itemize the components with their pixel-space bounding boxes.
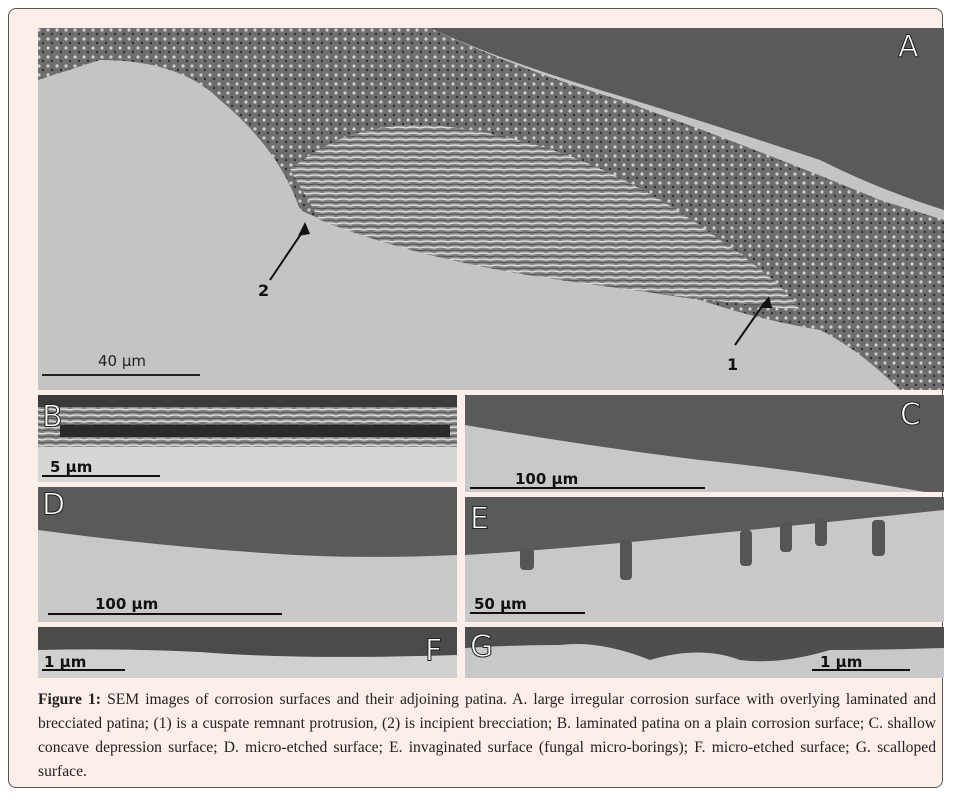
figure-caption: Figure 1: SEM images of corrosion surfac… (38, 688, 936, 784)
panel-c: 100 μm C (465, 395, 944, 492)
caption-label: Figure 1: (38, 691, 101, 708)
caption-text: SEM images of corrosion surfaces and the… (38, 691, 936, 780)
panel-g: 1 μm G (465, 627, 944, 678)
arrow-label: 2 (258, 281, 269, 300)
panel-letter: D (42, 488, 65, 523)
panel-e: 50 μm E (465, 497, 944, 622)
panel-f: 1 μm F (38, 627, 457, 678)
figure: 2 1 40 μm A 5 μm B 100 μm C 100 μm D (0, 0, 953, 690)
panel-letter: C (900, 398, 921, 433)
scale-label: 100 μm (95, 595, 158, 613)
panel-letter: G (470, 630, 493, 665)
panel-a: 2 1 40 μm A (38, 28, 944, 390)
panel-letter: A (898, 30, 919, 65)
scale-label: 100 μm (515, 470, 578, 488)
scale-label: 5 μm (50, 458, 92, 476)
panel-letter: E (470, 502, 489, 537)
scale-label: 1 μm (44, 653, 86, 671)
scale-label: 40 μm (98, 352, 146, 370)
panel-letter: F (425, 634, 442, 669)
panel-d: 100 μm D (38, 487, 457, 622)
scale-label: 1 μm (820, 653, 862, 671)
panel-letter: B (42, 400, 63, 435)
scale-label: 50 μm (474, 595, 527, 613)
panel-b: 5 μm B (38, 395, 457, 482)
arrow-label: 1 (727, 355, 738, 374)
